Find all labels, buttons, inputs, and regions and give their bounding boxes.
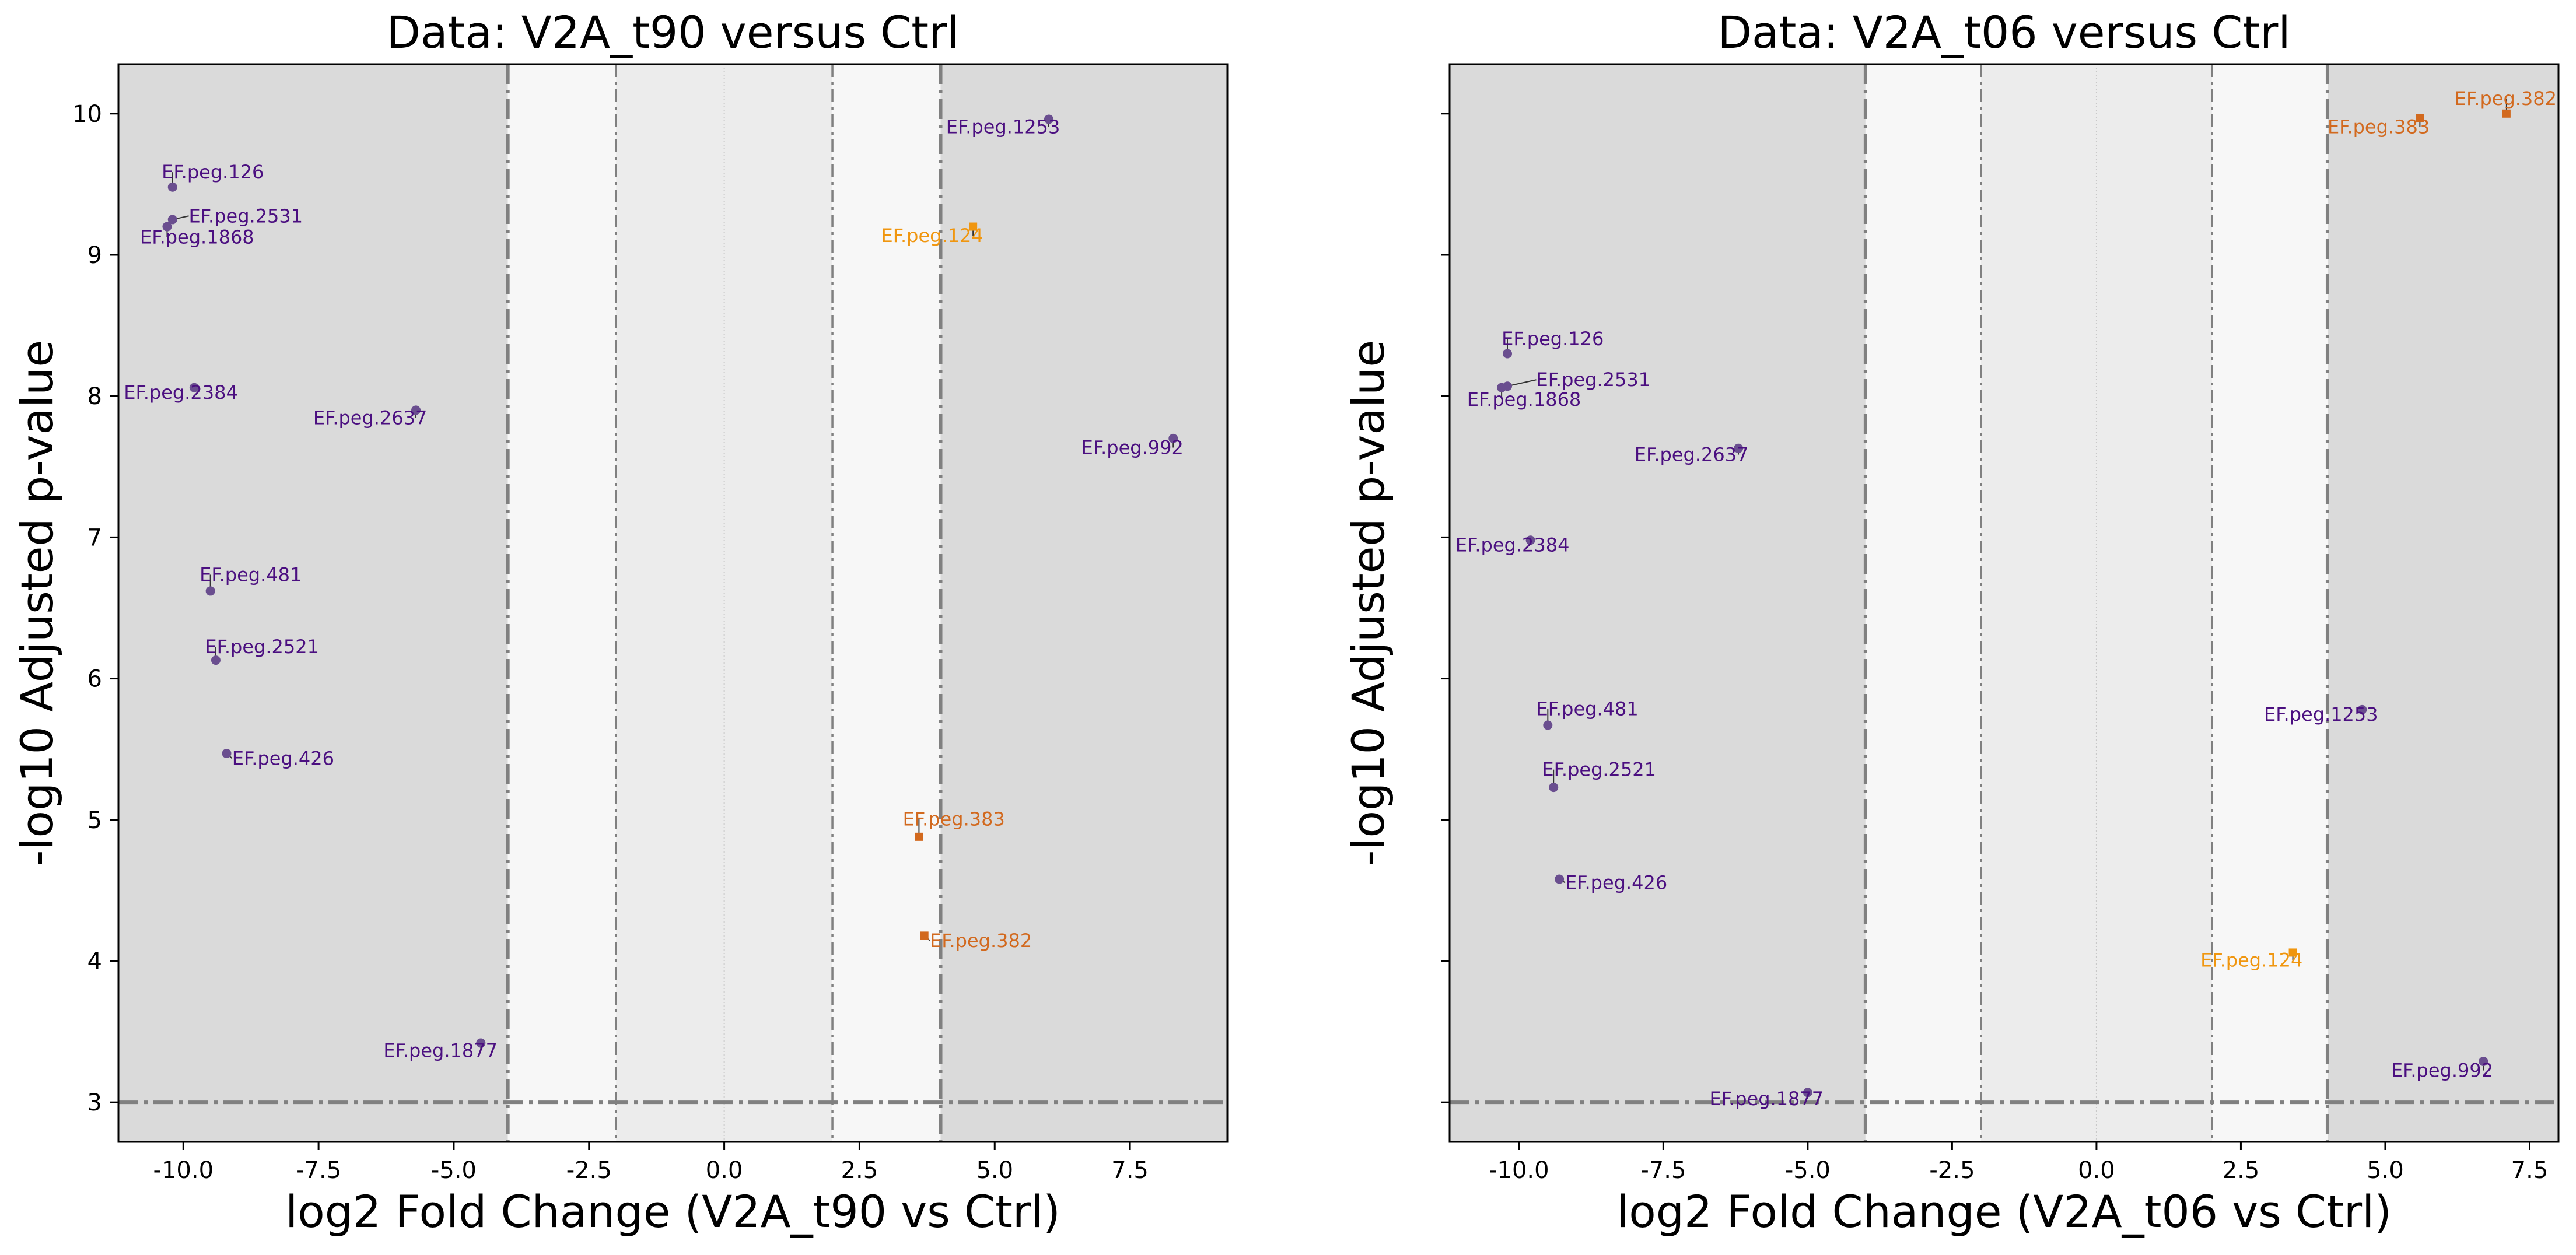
data-point-marker — [2357, 704, 2367, 714]
data-point-label: EF.peg.481 — [1536, 698, 1639, 720]
x-tick-label: 7.5 — [1111, 1157, 1149, 1184]
data-point-marker — [1555, 874, 1564, 884]
background-band — [118, 64, 508, 1142]
y-axis-label: -log10 Adjusted p-value — [1342, 340, 1394, 866]
background-band — [2211, 64, 2328, 1142]
plot-frame — [1448, 63, 2560, 1143]
data-point-marker — [1497, 383, 1507, 392]
data-point-label: EF.peg.2637 — [1634, 444, 1749, 466]
y-tick-label: 7 — [88, 524, 102, 551]
data-point-label: EF.peg.382 — [930, 930, 1032, 952]
data-point-label: EF.peg.2637 — [313, 407, 428, 429]
x-tick-label: -2.5 — [1929, 1157, 1975, 1184]
data-point-marker — [1525, 535, 1535, 545]
data-point-label: EF.peg.126 — [1502, 328, 1604, 350]
data-point-label: EF.peg.383 — [2328, 116, 2430, 138]
data-point-label: EF.peg.126 — [162, 161, 264, 183]
x-tick-label: 5.0 — [976, 1157, 1013, 1184]
data-point-marker — [1549, 783, 1559, 793]
data-point-label: EF.peg.426 — [1565, 871, 1667, 893]
x-axis-label: log2 Fold Change (V2A_t90 vs Ctrl) — [285, 1186, 1060, 1238]
x-tick-label: -5.0 — [1785, 1157, 1831, 1184]
x-tick-label: -7.5 — [296, 1157, 341, 1184]
data-point-marker — [1734, 443, 1744, 453]
x-tick-label: -5.0 — [431, 1157, 477, 1184]
chart-title: Data: V2A_t06 versus Ctrl — [1718, 6, 2291, 58]
data-point-marker — [1543, 720, 1553, 730]
data-point-marker — [162, 222, 172, 232]
data-point-marker — [167, 182, 177, 192]
data-point-label: EF.peg.1253 — [2264, 703, 2378, 725]
data-point-marker — [1803, 1088, 1812, 1098]
x-tick-label: -2.5 — [566, 1157, 612, 1184]
background-band — [940, 64, 1227, 1142]
plot-frame — [117, 63, 1228, 1143]
data-point-label: EF.peg.1253 — [946, 116, 1060, 138]
data-point-marker — [167, 215, 177, 225]
data-point-label: EF.peg.992 — [2391, 1060, 2493, 1082]
data-point-label: EF.peg.382 — [2455, 87, 2557, 110]
x-tick-label: 5.0 — [2367, 1157, 2404, 1184]
data-point-marker — [476, 1038, 486, 1048]
y-tick-label: 10 — [72, 101, 102, 128]
data-point-marker — [2502, 109, 2511, 118]
data-point-label: EF.peg.2521 — [1542, 759, 1656, 781]
data-point-label: EF.peg.2531 — [1536, 369, 1651, 391]
data-point-label: EF.peg.2384 — [124, 381, 238, 404]
data-point-marker — [222, 748, 232, 758]
data-point-label: EF.peg.1877 — [1710, 1088, 1824, 1110]
volcano-plot-v2a-t06: EF.peg.382 EF.peg.383 EF.peg.126 EF.peg.253… — [1342, 6, 2560, 1238]
background-band — [1450, 64, 1866, 1142]
data-point-label: EF.peg.426 — [232, 747, 334, 769]
x-tick-label: 2.5 — [841, 1157, 878, 1184]
x-tick-label: 0.0 — [706, 1157, 743, 1184]
data-point-marker — [211, 655, 220, 665]
background-band — [508, 64, 617, 1142]
data-point-label: EF.peg.1868 — [1467, 388, 1581, 411]
data-point-marker — [920, 931, 929, 940]
data-point-label: EF.peg.2384 — [1455, 534, 1570, 556]
data-point-marker — [1503, 349, 1513, 359]
data-point-marker — [2479, 1056, 2488, 1066]
data-point-marker — [2416, 114, 2424, 122]
data-point-label: EF.peg.481 — [200, 563, 302, 586]
x-tick-label: -7.5 — [1640, 1157, 1686, 1184]
y-axis-label: -log10 Adjusted p-value — [11, 340, 63, 866]
x-axis-label: log2 Fold Change (V2A_t06 vs Ctrl) — [1616, 1186, 2392, 1238]
data-point-label: EF.peg.383 — [903, 808, 1005, 830]
x-tick-label: 2.5 — [2222, 1157, 2260, 1184]
label-connector — [1507, 379, 1536, 387]
data-point-label: EF.peg.124 — [2200, 949, 2302, 972]
y-tick-label: 9 — [88, 242, 102, 269]
data-point-marker — [969, 222, 978, 231]
data-point-marker — [915, 832, 923, 841]
y-tick-label: 8 — [88, 383, 102, 410]
data-point-label: EF.peg.1868 — [140, 226, 254, 248]
data-point-label: EF.peg.2521 — [205, 636, 319, 658]
x-tick-label: 0.0 — [2078, 1157, 2115, 1184]
data-point-label: EF.peg.992 — [1082, 436, 1184, 458]
data-point-marker — [2288, 948, 2297, 957]
x-tick-label: -10.0 — [153, 1157, 214, 1184]
background-band — [832, 64, 941, 1142]
x-tick-label: -10.0 — [1489, 1157, 1549, 1184]
data-point-marker — [189, 383, 199, 392]
y-tick-label: 6 — [88, 666, 102, 693]
data-point-marker — [411, 405, 421, 415]
data-point-marker — [1168, 433, 1178, 443]
y-tick-label: 5 — [88, 807, 102, 834]
data-point-label: EF.peg.124 — [881, 225, 984, 247]
data-point-marker — [205, 586, 215, 596]
y-tick-label: 3 — [88, 1089, 102, 1116]
y-tick-label: 4 — [88, 948, 102, 975]
data-point-label: EF.peg.1877 — [383, 1040, 498, 1062]
chart-title: Data: V2A_t90 versus Ctrl — [387, 6, 960, 58]
background-band — [2327, 64, 2558, 1142]
background-band — [1865, 64, 1981, 1142]
data-point-label: EF.peg.2531 — [189, 205, 303, 227]
data-point-marker — [1044, 114, 1054, 124]
x-tick-label: 7.5 — [2511, 1157, 2549, 1184]
